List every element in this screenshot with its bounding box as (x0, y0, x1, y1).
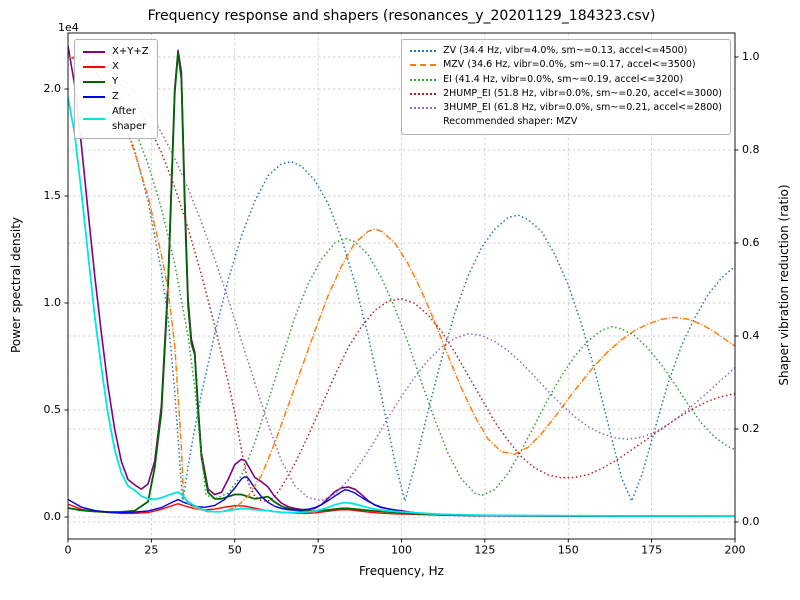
legend-item: MZV (34.6 Hz, vibr=0.0%, sm~=0.17, accel… (410, 58, 722, 72)
legend-item: Z (83, 89, 149, 104)
legend-item-label: X+Y+Z (112, 46, 149, 57)
legend-line-sample (410, 50, 437, 53)
y-axis-label-right: Shaper vibration reduction (ratio) (777, 184, 791, 386)
legend-line-sample (410, 107, 437, 110)
recommended-shaper-note: Recommended shaper: MZV (443, 116, 578, 128)
legend-item: 2HUMP_EI (51.8 Hz, vibr=0.0%, sm~=0.20, … (410, 87, 722, 101)
legend-item-label: X (112, 61, 119, 72)
legend-line-sample (410, 92, 437, 95)
legend-line-sample (83, 95, 105, 98)
chart-title: Frequency response and shapers (resonanc… (147, 8, 656, 24)
legend-line-sample (83, 50, 105, 53)
legend-line-sample (410, 64, 437, 67)
legend-line-sample (83, 65, 105, 68)
legend-item-label: After shaper (112, 106, 147, 132)
legend-item: EI (41.4 Hz, vibr=0.0%, sm~=0.19, accel<… (410, 73, 722, 87)
legend-item: Y (83, 74, 149, 89)
legend-item: ZV (34.4 Hz, vibr=4.0%, sm~=0.13, accel<… (410, 44, 722, 58)
legend-item: After shaper (83, 104, 149, 134)
legend-item-label: 2HUMP_EI (51.8 Hz, vibr=0.0%, sm~=0.20, … (443, 87, 722, 99)
legend-item-label: MZV (34.6 Hz, vibr=0.0%, sm~=0.17, accel… (443, 59, 696, 71)
legend-item-label: EI (41.4 Hz, vibr=0.0%, sm~=0.19, accel<… (443, 73, 684, 85)
legend-item: 3HUMP_EI (61.8 Hz, vibr=0.0%, sm~=0.21, … (410, 101, 722, 115)
legend-item-label: Y (112, 76, 119, 87)
legend-item-label: 3HUMP_EI (61.8 Hz, vibr=0.0%, sm~=0.21, … (443, 102, 722, 113)
legend-item: X+Y+Z (83, 44, 149, 59)
legend-shapers: ZV (34.4 Hz, vibr=4.0%, sm~=0.13, accel<… (401, 39, 731, 135)
x-axis-label: Frequency, Hz (359, 564, 444, 578)
legend-item-label: Z (112, 91, 119, 102)
axis-offset-label: 1e4 (58, 21, 79, 34)
legend-line-sample (410, 78, 437, 81)
legend-line-sample (83, 118, 105, 120)
legend-item-label: ZV (34.4 Hz, vibr=4.0%, sm~=0.13, accel<… (443, 45, 688, 56)
legend-psd: X+Y+Z X Y Z After shaper (74, 39, 158, 139)
legend-line-sample (83, 80, 105, 83)
legend-note-row: Recommended shaper: MZV (410, 115, 722, 129)
legend-item: X (83, 59, 149, 74)
y-axis-label-left: Power spectral density (9, 216, 23, 354)
